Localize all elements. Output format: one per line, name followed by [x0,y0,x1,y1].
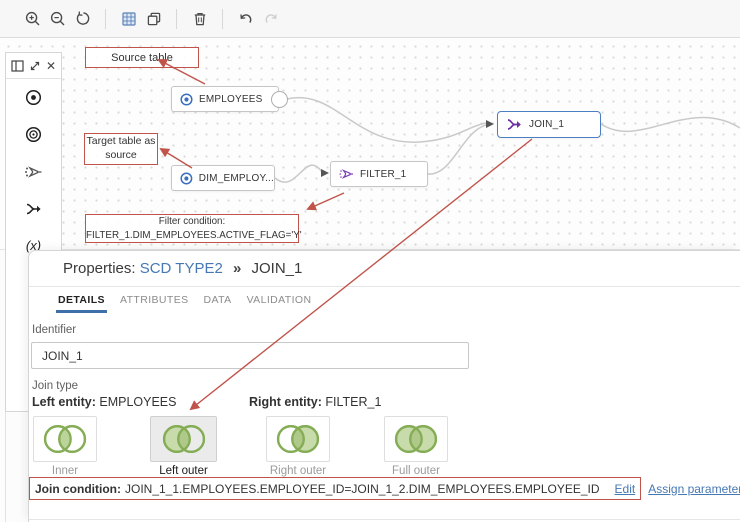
callout-text: FILTER_1.DIM_EMPLOYEES.ACTIVE_FLAG='Y' [86,229,302,241]
delete-button[interactable] [190,9,209,28]
venn-left-outer-icon [150,416,217,462]
callout-text: Target table as [86,135,156,148]
identifier-label: Identifier [32,324,77,336]
join-tool-icon [26,203,41,214]
source-table-tool-icon [25,89,42,106]
join-condition-value: JOIN_1_1.EMPLOYEES.EMPLOYEE_ID=JOIN_1_2.… [125,481,600,496]
venn-right-outer-icon [266,416,330,462]
join-option-label: Full outer [392,465,440,477]
tab-details[interactable]: DETAILS [56,294,107,313]
callout-filter-condition: Filter condition: FILTER_1.DIM_EMPLOYEES… [85,214,302,243]
duplicate-button[interactable] [144,9,163,28]
node-label: DIM_EMPLOY... [198,172,274,184]
breadcrumb-current: JOIN_1 [251,260,303,277]
tab-data[interactable]: DATA [203,294,232,306]
header-divider [29,286,740,287]
palette-join-tool[interactable] [6,190,61,227]
join-option-inner[interactable]: Inner [33,416,97,477]
duplicate-icon [147,12,160,25]
zoom-out-button[interactable] [48,9,67,28]
node-label: FILTER_1 [360,168,407,180]
right-entity-value: FILTER_1 [325,395,382,409]
right-entity: Right entity: FILTER_1 [249,395,381,409]
properties-panel: Properties: SCD TYPE2 » JOIN_1 DETAILS A… [28,250,740,522]
join-option-label: Inner [51,465,79,477]
left-entity-value: EMPLOYEES [99,395,177,409]
left-entity: Left entity: EMPLOYEES [32,395,177,409]
panel-bottom-divider [29,519,740,520]
join-icon [507,119,521,130]
properties-breadcrumb: Properties: SCD TYPE2 » JOIN_1 [63,260,302,277]
target-table-tool-icon [25,126,42,143]
join-option-full-outer[interactable]: Full outer [384,416,448,477]
palette-expression-tool[interactable]: (x) [6,227,61,264]
zoom-in-button[interactable] [23,9,42,28]
node-label: JOIN_1 [529,119,565,130]
venn-full-outer-icon [384,416,448,462]
filter-icon [339,169,353,179]
palette-target-table-tool[interactable] [6,116,61,153]
palette-source-table-tool[interactable] [6,79,61,116]
node-dim-employees[interactable]: DIM_EMPLOY... [171,165,275,191]
node-label: EMPLOYEES [199,93,263,105]
zoom-out-icon [50,11,64,25]
grid-icon [121,11,136,26]
palette-filter-tool[interactable] [6,153,61,190]
join-option-right-outer[interactable]: Right outer [266,416,330,477]
redo-button[interactable] [261,9,280,28]
expression-tool-icon: (x) [25,238,42,253]
undo-icon [239,13,251,23]
properties-tabs: DETAILS ATTRIBUTES DATA VALIDATION [56,294,312,313]
trash-icon [194,12,205,25]
zoom-in-icon [25,11,39,25]
breadcrumb-separator: » [232,260,242,277]
venn-inner-icon [33,416,97,462]
source-table-icon [180,92,193,106]
palette-header: ✕ [6,53,61,79]
node-employees[interactable]: EMPLOYEES [171,86,279,112]
node-filter-1[interactable]: FILTER_1 [330,161,428,187]
close-icon[interactable]: ✕ [45,58,57,73]
reset-view-icon [76,11,89,25]
toggle-grid-button[interactable] [119,9,138,28]
join-type-label: Join type [32,380,79,392]
join-condition-label: Join condition: [35,481,121,496]
tab-validation[interactable]: VALIDATION [246,294,312,306]
callout-text: Filter condition: [158,216,226,228]
tab-attributes[interactable]: ATTRIBUTES [119,294,189,306]
redo-icon [265,13,277,23]
filter-tool-icon [25,165,42,178]
join-entities-row: Left entity: EMPLOYEES Right entity: FIL… [32,395,732,409]
callout-source-table: Source table [85,47,199,68]
callout-target-table: Target table as source [84,133,158,165]
join-option-left-outer[interactable]: Left outer [150,416,217,477]
diagram-toolbar [0,0,740,38]
employees-output-port[interactable] [271,91,288,108]
expand-icon[interactable] [29,60,41,72]
join-option-label: Left outer [159,465,208,477]
edit-link[interactable]: Edit [614,481,636,496]
dock-panel-icon[interactable] [11,59,24,72]
source-table-icon [180,172,193,184]
assign-parameter-link[interactable]: Assign parameter [648,481,740,496]
join-option-label: Right outer [269,465,327,477]
properties-title: Properties: [63,260,136,277]
toolbar-divider [222,8,223,29]
toolbar-divider [105,8,106,29]
undo-button[interactable] [236,9,255,28]
left-entity-label: Left entity: [32,395,96,409]
identifier-input[interactable] [31,342,469,369]
toolbar-divider [176,8,177,29]
callout-text: Source table [111,51,173,64]
node-join-1[interactable]: JOIN_1 [497,111,601,138]
callout-text: source [105,149,137,161]
reset-view-button[interactable] [73,9,92,28]
join-condition-row: Join condition: JOIN_1_1.EMPLOYEES.EMPLO… [29,477,740,500]
breadcrumb-parent-link[interactable]: SCD TYPE2 [139,260,223,277]
right-entity-label: Right entity: [249,395,322,409]
